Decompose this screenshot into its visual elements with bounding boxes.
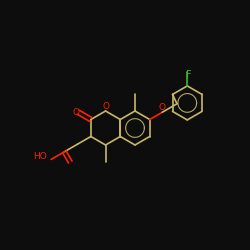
Text: F: F: [186, 70, 191, 80]
Text: O: O: [72, 108, 79, 117]
Text: HO: HO: [34, 152, 47, 162]
Text: O: O: [102, 102, 109, 111]
Text: O: O: [159, 103, 166, 112]
